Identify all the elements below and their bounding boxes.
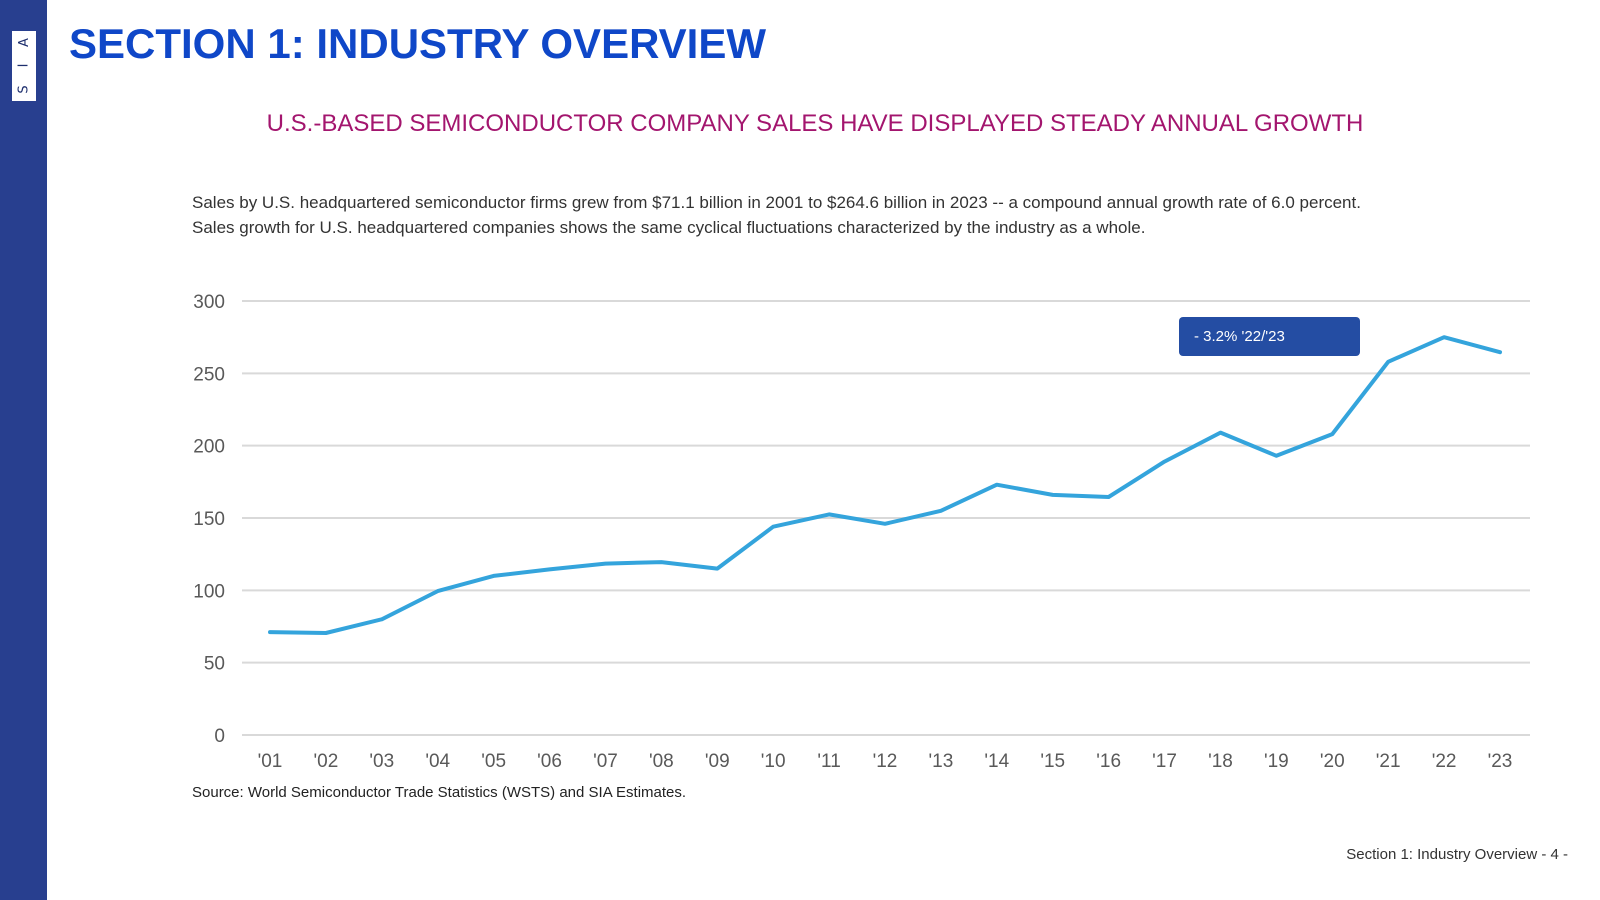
y-tick-label: 50 — [204, 654, 225, 675]
x-tick-label: '19 — [1264, 751, 1289, 772]
y-tick-label: 150 — [193, 509, 225, 530]
source-note: Source: World Semiconductor Trade Statis… — [192, 784, 687, 801]
x-tick-label: '17 — [1152, 751, 1177, 772]
x-tick-label: '18 — [1208, 751, 1233, 772]
y-tick-label: 250 — [193, 364, 225, 385]
x-tick-label: '04 — [425, 751, 450, 772]
annotation-text: - 3.2% '22/'23 — [1194, 328, 1285, 345]
x-tick-label: '05 — [481, 751, 506, 772]
series — [268, 335, 1502, 635]
x-tick-label: '01 — [258, 751, 283, 772]
chart-headline: U.S.-BASED SEMICONDUCTOR COMPANY SALES H… — [0, 110, 1600, 138]
gridlines — [242, 300, 1530, 736]
y-axis-ticks: 0 50 100 150 200 250 300 — [193, 292, 225, 747]
x-tick-label: '09 — [705, 751, 730, 772]
x-tick-label: '08 — [649, 751, 674, 772]
y-tick-label: 0 — [214, 726, 225, 747]
x-tick-label: '15 — [1040, 751, 1065, 772]
x-tick-label: '02 — [314, 751, 339, 772]
sidebar-band: A I S — [0, 0, 47, 900]
x-tick-label: '10 — [761, 751, 786, 772]
x-tick-label: '07 — [593, 751, 618, 772]
page-title: SECTION 1: INDUSTRY OVERVIEW — [69, 20, 766, 67]
series-line — [268, 335, 1502, 635]
page-footer: Section 1: Industry Overview - 4 - — [1346, 846, 1568, 863]
x-tick-label: '16 — [1096, 751, 1121, 772]
x-tick-label: '14 — [984, 751, 1009, 772]
x-tick-label: '11 — [817, 751, 840, 772]
sia-logo: A I S — [12, 31, 36, 101]
x-tick-label: '20 — [1320, 751, 1345, 772]
y-tick-label: 300 — [193, 292, 225, 313]
x-tick-label: '12 — [873, 751, 898, 772]
x-tick-label: '22 — [1432, 751, 1457, 772]
y-tick-label: 100 — [193, 581, 225, 602]
annotation-box: - 3.2% '22/'23 — [1179, 317, 1360, 356]
x-tick-label: '06 — [537, 751, 562, 772]
x-axis-ticks: '01 '02 '03 '04 '05 '06 '07 '08 '09 '10 '11 '12 '13 '… — [258, 751, 1513, 772]
x-tick-label: '13 — [929, 751, 954, 772]
description-paragraph: Sales by U.S. headquartered semiconducto… — [192, 193, 1361, 237]
y-tick-label: 200 — [193, 437, 225, 458]
x-tick-label: '21 — [1376, 751, 1401, 772]
x-tick-label: '23 — [1488, 751, 1513, 772]
chart-headline-text: U.S.-BASED SEMICONDUCTOR COMPANY SALES H… — [266, 110, 1364, 137]
x-tick-label: '03 — [369, 751, 394, 772]
